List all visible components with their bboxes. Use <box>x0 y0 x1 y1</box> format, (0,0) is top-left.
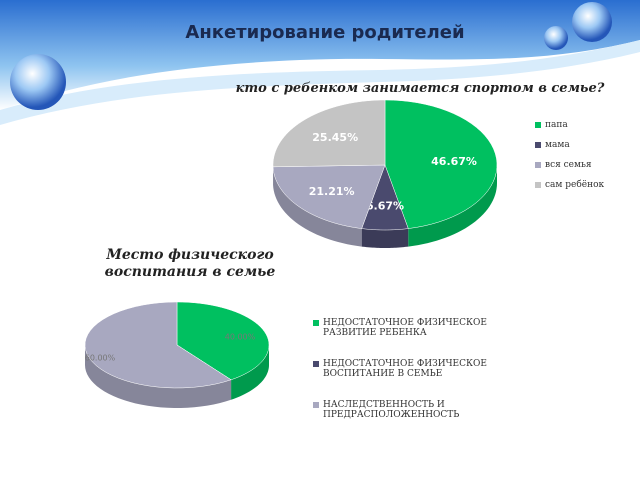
slice-side <box>361 228 409 248</box>
header-swoosh <box>0 0 640 110</box>
orb <box>544 26 568 50</box>
slice-side <box>273 166 362 247</box>
legend-label: папа <box>545 120 568 130</box>
pie-slice <box>84 301 232 389</box>
data-label: 60.00% <box>85 354 116 363</box>
legend-label: НАСЛЕДСТВЕННОСТЬ И ПРЕДРАСПОЛОЖЕННОСТЬ <box>323 400 460 420</box>
legend-label: сам ребёнок <box>545 180 605 190</box>
legend-swatch <box>535 142 541 148</box>
legend-item: сам ребёнок <box>535 180 625 190</box>
legend-label: вся семья <box>545 160 592 170</box>
legend-swatch <box>535 122 541 128</box>
slice-side <box>231 345 269 400</box>
data-label: 21.21% <box>309 185 355 198</box>
legend-item: НАСЛЕДСТВЕННОСТЬ И ПРЕДРАСПОЛОЖЕННОСТЬ <box>313 400 493 420</box>
legend-item: НЕДОСТАТОЧНОЕ ФИЗИЧЕСКОЕ РАЗВИТИЕ РЕБЕНК… <box>313 318 493 338</box>
pie-slice <box>384 99 498 229</box>
legend-swatch <box>313 361 319 367</box>
pie-slice <box>272 99 386 168</box>
legend-item: НЕДОСТАТОЧНОЕ ФИЗИЧЕСКОЕ ВОСПИТАНИЕ В СЕ… <box>313 359 493 379</box>
chart-title: Место физического воспитания в семье <box>104 247 276 280</box>
pie-slice <box>361 164 409 231</box>
legend-item: мама <box>535 140 625 150</box>
header-wave <box>0 40 640 125</box>
legend-label: НЕДОСТАТОЧНОЕ ФИЗИЧЕСКОЕ ВОСПИТАНИЕ В СЕ… <box>323 359 487 379</box>
pie-slice <box>176 301 270 381</box>
pie-slice <box>272 164 386 229</box>
legend-item: вся семья <box>535 160 625 170</box>
legend-label: мама <box>545 140 570 150</box>
orb <box>572 2 612 42</box>
data-label: 25.45% <box>312 131 358 144</box>
legend-item: папа <box>535 120 625 130</box>
data-label: 40.00% <box>225 332 256 341</box>
legend-label: НЕДОСТАТОЧНОЕ ФИЗИЧЕСКОЕ РАЗВИТИЕ РЕБЕНК… <box>323 318 487 338</box>
legend-swatch <box>535 182 541 188</box>
legend-swatch <box>535 162 541 168</box>
chart-title: кто с ребенком занимается спортом в семь… <box>236 81 605 96</box>
data-label: 46.67% <box>431 155 477 168</box>
legend-swatch <box>313 402 319 408</box>
slice-side <box>408 165 497 247</box>
legend-swatch <box>313 320 319 326</box>
slide-title: Анкетирование родителей <box>185 22 464 43</box>
slice-side <box>85 345 232 408</box>
data-label: 6.67% <box>366 199 404 212</box>
orb <box>10 54 66 110</box>
